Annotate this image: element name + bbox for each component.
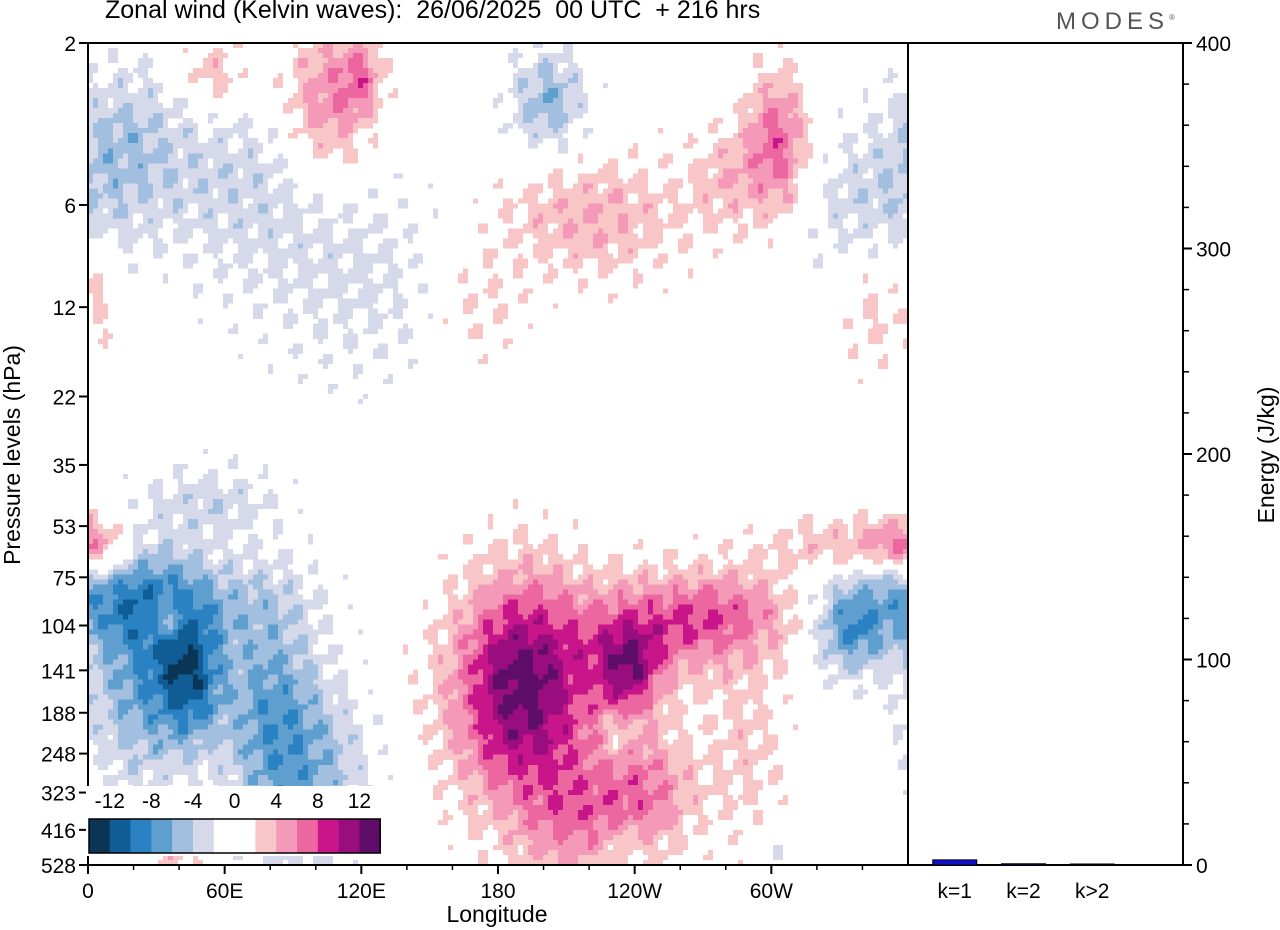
- energy-chart: 0 100 200 300 400 k=1 k=2 k>2: [932, 33, 1231, 903]
- y-tick-label-104: 104: [41, 615, 76, 638]
- y-tick-label-528: 528: [41, 855, 76, 878]
- wind-field-image: [88, 43, 908, 865]
- colorbar-swatch: [130, 819, 152, 853]
- y-tick-label-323: 323: [41, 783, 76, 806]
- energy-tick-label-100: 100: [1196, 650, 1231, 673]
- wind-field: [88, 43, 908, 865]
- x-tick-label-120W: 120W: [607, 880, 662, 903]
- brand-registered-mark: ®: [1169, 13, 1175, 22]
- colorbar-swatch: [213, 819, 235, 853]
- colorbar-swatch: [234, 819, 256, 853]
- x-tick-label-0: 0: [82, 880, 94, 903]
- y-tick-label-22: 22: [53, 386, 76, 409]
- energy-bar-k=2: [1001, 863, 1046, 866]
- y-tick-label-35: 35: [53, 455, 76, 478]
- y-tick-label-416: 416: [41, 820, 76, 843]
- y-tick-label-188: 188: [41, 703, 76, 726]
- x-tick-label-60E: 60E: [206, 880, 243, 903]
- energy-bar-k=1: [932, 859, 978, 866]
- colorbar-label-0: 0: [229, 790, 241, 813]
- energy-tick-label-400: 400: [1196, 33, 1231, 56]
- energy-category-label-k=1: k=1: [938, 880, 972, 903]
- colorbar-swatch: [255, 819, 277, 853]
- colorbar-label-12: 12: [348, 790, 371, 813]
- brand-text: MODES: [1056, 8, 1170, 35]
- y-tick-label-141: 141: [41, 660, 76, 683]
- colorbar: -12 -8 -4 0 4 8 12: [86, 786, 384, 856]
- colorbar-label-8: 8: [312, 790, 324, 813]
- colorbar-swatch: [297, 819, 319, 853]
- x-tick-label-180: 180: [480, 880, 515, 903]
- energy-axis-title: Energy (J/kg): [1253, 387, 1279, 524]
- colorbar-label--8: -8: [142, 790, 161, 813]
- energy-tick-label-300: 300: [1196, 239, 1231, 262]
- y-tick-label-248: 248: [41, 744, 76, 767]
- energy-category-label-k>2: k>2: [1075, 880, 1109, 903]
- colorbar-label-4: 4: [270, 790, 282, 813]
- energy-bar-k>2: [1069, 863, 1115, 866]
- x-tick-label-120E: 120E: [337, 880, 386, 903]
- y-tick-label-75: 75: [53, 567, 76, 590]
- colorbar-label--12: -12: [95, 790, 125, 813]
- colorbar-label--4: -4: [184, 790, 203, 813]
- energy-tick-label-200: 200: [1196, 444, 1231, 467]
- colorbar-swatch: [276, 819, 298, 853]
- colorbar-swatch: [109, 819, 131, 853]
- energy-frame: [907, 42, 1184, 866]
- x-axis-title: Longitude: [446, 901, 547, 927]
- colorbar-swatch: [193, 819, 215, 853]
- colorbar-swatch: [359, 819, 381, 853]
- energy-category-label-k=2: k=2: [1006, 880, 1040, 903]
- y-axis-title: Pressure levels (hPa): [0, 345, 25, 565]
- colorbar-swatch: [172, 819, 194, 853]
- y-tick-label-6: 6: [64, 195, 76, 218]
- y-tick-label-53: 53: [53, 516, 76, 539]
- chart-title: Zonal wind (Kelvin waves): 26/06/2025 00…: [105, 0, 761, 24]
- colorbar-swatch: [338, 819, 360, 853]
- colorbar-border: [88, 818, 381, 854]
- y-tick-label-12: 12: [53, 297, 76, 320]
- colorbar-swatch: [89, 819, 111, 853]
- y-tick-label-2: 2: [64, 33, 76, 56]
- energy-tick-label-0: 0: [1196, 855, 1208, 878]
- colorbar-swatch: [151, 819, 173, 853]
- x-tick-label-60W: 60W: [750, 880, 793, 903]
- brand-logo: MODES®: [1056, 8, 1175, 36]
- colorbar-swatch: [317, 819, 339, 853]
